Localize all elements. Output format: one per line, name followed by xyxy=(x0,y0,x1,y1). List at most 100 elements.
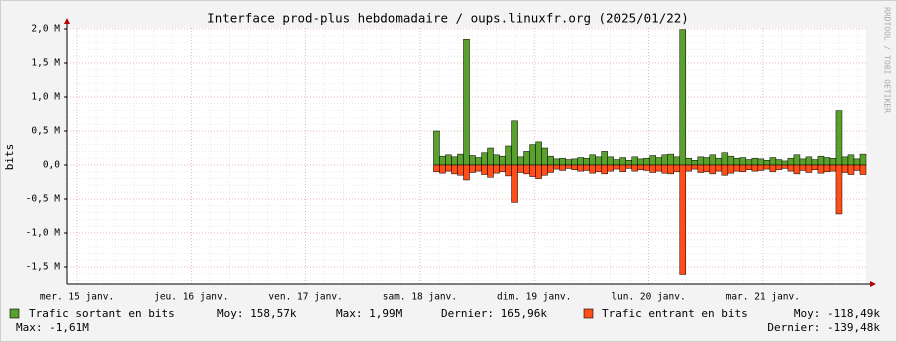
bar xyxy=(655,157,662,166)
bar xyxy=(439,155,446,166)
bar xyxy=(547,164,554,173)
bar xyxy=(829,157,837,166)
y-tick-label: -0,5 M xyxy=(26,194,61,205)
bar xyxy=(811,159,819,166)
bar xyxy=(721,164,729,176)
bar xyxy=(757,158,765,166)
bar xyxy=(613,159,620,166)
bar xyxy=(619,164,626,173)
bar xyxy=(667,153,675,166)
legend-stat: Max: 1,99M xyxy=(336,307,403,320)
bar xyxy=(439,164,446,174)
bar xyxy=(703,164,711,173)
side-label: RRDTOOL / TOBI OETIKER xyxy=(883,7,892,113)
x-tick-label: dim. 19 janv. xyxy=(497,292,571,303)
axes xyxy=(64,18,876,287)
bar xyxy=(595,164,602,173)
bar xyxy=(709,164,717,175)
bar xyxy=(829,164,837,172)
marks xyxy=(433,29,867,275)
bar xyxy=(505,164,512,177)
bar xyxy=(769,157,777,166)
bar xyxy=(811,164,819,171)
bar xyxy=(697,164,705,173)
x-tick-label: mar. 21 janv. xyxy=(726,292,800,303)
bar xyxy=(517,156,524,166)
legend-stat: Dernier: 165,96k xyxy=(441,307,547,320)
x-tick-label: mer. 15 janv. xyxy=(40,292,114,303)
legend-stat: Moy: -118,49k xyxy=(794,307,880,320)
bar xyxy=(703,157,711,166)
bar xyxy=(787,164,795,172)
bar xyxy=(577,157,584,166)
bar xyxy=(637,164,644,171)
bar xyxy=(487,147,494,166)
bar xyxy=(673,164,681,173)
bar xyxy=(667,164,675,175)
bar xyxy=(679,164,687,275)
bar xyxy=(529,164,536,177)
bar xyxy=(475,157,482,166)
bar xyxy=(535,141,542,166)
bar xyxy=(589,164,596,174)
legend-swatch xyxy=(9,308,20,319)
bar xyxy=(835,164,843,215)
y-tick-label: 0,0 xyxy=(43,160,60,171)
bar xyxy=(493,154,500,166)
bar xyxy=(727,164,735,174)
bar xyxy=(679,29,687,166)
bar xyxy=(523,164,530,175)
y-tick-label: -1,5 M xyxy=(26,262,61,273)
bar xyxy=(841,156,849,166)
bar xyxy=(499,155,506,166)
bar xyxy=(841,164,849,173)
legend-stat: Moy: 158,57k xyxy=(217,307,297,320)
bar xyxy=(835,110,843,166)
bar xyxy=(739,157,747,166)
bar xyxy=(481,152,488,166)
bar xyxy=(583,157,590,166)
bar xyxy=(643,157,650,166)
legend: Trafic sortant en bits Trafic entrant en … xyxy=(9,307,880,334)
bar xyxy=(787,157,795,166)
bar xyxy=(457,164,464,176)
bar xyxy=(859,153,867,166)
x-tick-label: ven. 17 janv. xyxy=(268,292,342,303)
bar xyxy=(433,130,440,166)
bar xyxy=(637,158,644,166)
bar xyxy=(613,164,620,170)
bar xyxy=(853,158,861,166)
x-arrow xyxy=(870,281,876,287)
bar xyxy=(769,164,777,173)
x-tick-label: sam. 18 janv. xyxy=(383,292,457,303)
bar xyxy=(817,164,825,174)
bar xyxy=(673,156,681,166)
bar xyxy=(823,157,831,166)
bar xyxy=(697,156,705,166)
bar xyxy=(709,154,717,166)
bar xyxy=(805,156,813,166)
bar xyxy=(727,155,735,166)
bar xyxy=(631,156,638,166)
y-arrow xyxy=(64,18,70,24)
bar xyxy=(463,38,470,166)
bar xyxy=(469,155,476,166)
bar xyxy=(571,164,578,171)
bar xyxy=(847,154,855,166)
bar xyxy=(625,164,632,169)
bar xyxy=(475,164,482,172)
bar xyxy=(589,154,596,166)
bar xyxy=(661,154,669,166)
bar xyxy=(553,158,560,166)
bar xyxy=(511,164,518,203)
bar xyxy=(607,164,614,172)
y-tick-label: 0,5 M xyxy=(31,126,60,137)
bar xyxy=(799,164,807,171)
bar xyxy=(625,159,632,166)
bar xyxy=(691,159,699,166)
bar xyxy=(715,164,723,172)
bar xyxy=(541,147,548,166)
bar xyxy=(775,164,783,171)
legend-label: Trafic sortant en bits xyxy=(29,307,175,320)
